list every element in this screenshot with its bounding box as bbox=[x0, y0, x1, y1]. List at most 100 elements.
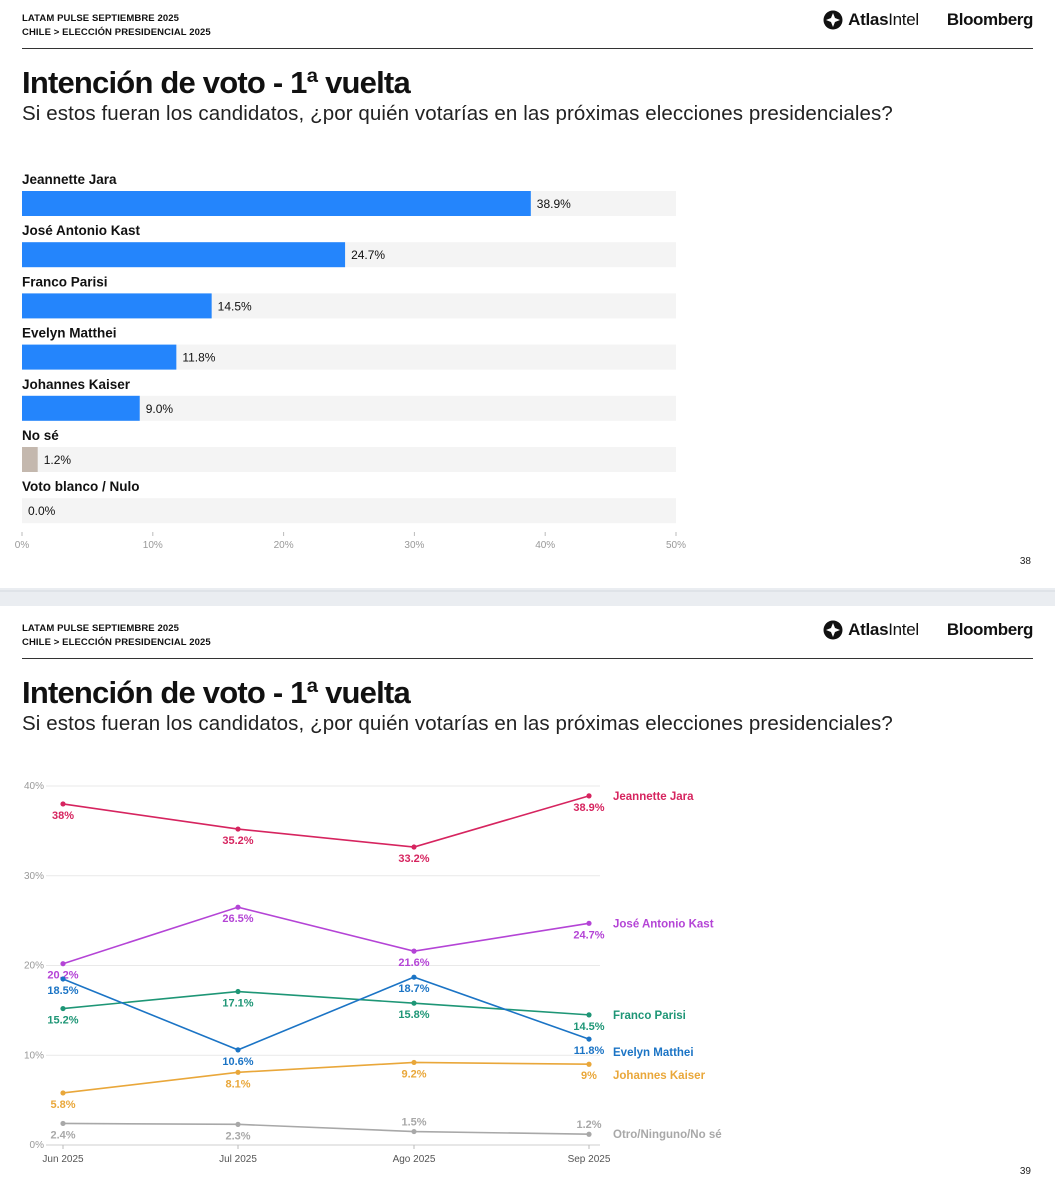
point-evelyn-matthei bbox=[586, 1036, 592, 1042]
point-evelyn-matthei bbox=[411, 974, 417, 980]
line-franco-parisi bbox=[62, 990, 590, 1016]
slide-39: LATAM PULSE SEPTIEMBRE 2025 CHILE > ELEC… bbox=[0, 606, 1055, 1200]
data-label-franco-parisi: 14.5% bbox=[573, 1021, 604, 1033]
point-jeannette-jara bbox=[235, 826, 241, 832]
point-jeannette-jara bbox=[60, 801, 66, 807]
legend-jeannette-jara: Jeannette Jara bbox=[613, 791, 694, 803]
point-johannes-kaiser bbox=[586, 1061, 592, 1067]
intel-word: Intel bbox=[888, 10, 919, 29]
report-name: LATAM PULSE SEPTIEMBRE 2025 bbox=[22, 13, 180, 24]
bar-track-no-se bbox=[22, 447, 676, 472]
legend-franco-parisi: Franco Parisi bbox=[613, 1010, 686, 1022]
line-johannes-kaiser bbox=[62, 1061, 590, 1094]
bar-value-jose-antonio-kast: 24.7% bbox=[351, 248, 385, 262]
header-rule bbox=[22, 48, 1033, 49]
report-breadcrumb: CHILE > ELECCIÓN PRESIDENCIAL 2025 bbox=[22, 27, 211, 38]
point-evelyn-matthei bbox=[60, 976, 66, 982]
bar-value-johannes-kaiser: 9.0% bbox=[146, 402, 174, 416]
bar-franco-parisi bbox=[22, 293, 212, 319]
data-label-otro-ninguno-no-se: 1.5% bbox=[401, 1117, 426, 1129]
point-franco-parisi bbox=[586, 1012, 592, 1018]
bar-label-franco-parisi: Franco Parisi bbox=[22, 274, 108, 289]
x-tick-label: Sep 2025 bbox=[568, 1154, 611, 1165]
page-number: 38 bbox=[1019, 556, 1031, 567]
data-label-jose-antonio-kast: 26.5% bbox=[222, 913, 253, 925]
point-johannes-kaiser bbox=[411, 1059, 417, 1066]
data-label-johannes-kaiser: 9% bbox=[581, 1070, 597, 1082]
page-title: Intención de voto - 1ª vuelta bbox=[22, 65, 411, 100]
report-header: LATAM PULSE SEPTIEMBRE 2025 CHILE > ELEC… bbox=[22, 622, 211, 650]
bar-value-jeannette-jara: 38.9% bbox=[537, 197, 571, 211]
bloomberg-logo: Bloomberg bbox=[946, 620, 1034, 639]
x-tick-label: 50% bbox=[666, 540, 686, 551]
y-tick-label: 30% bbox=[24, 871, 44, 882]
x-tick-label: 20% bbox=[274, 540, 294, 551]
data-label-otro-ninguno-no-se: 2.4% bbox=[50, 1129, 75, 1141]
bar-jose-antonio-kast bbox=[22, 242, 346, 268]
bar-chart: Jeannette Jara 38.9% José Antonio Kast 24.7… bbox=[15, 172, 686, 551]
line-jose-antonio-kast bbox=[62, 906, 590, 965]
y-tick-label: 40% bbox=[24, 781, 44, 792]
legend-otro-ninguno-no-se: Otro/Ninguno/No sé bbox=[613, 1129, 722, 1141]
data-label-jose-antonio-kast: 24.7% bbox=[573, 929, 604, 941]
slide-separator bbox=[0, 588, 1055, 606]
bar-label-no-se: No sé bbox=[22, 428, 59, 443]
data-label-franco-parisi: 17.1% bbox=[222, 998, 253, 1010]
line-evelyn-matthei bbox=[62, 976, 590, 1051]
line-otro-ninguno-no-se bbox=[62, 1122, 590, 1136]
point-franco-parisi bbox=[60, 1005, 66, 1012]
page-subtitle: Si estos fueran los candidatos, ¿por qui… bbox=[22, 712, 893, 735]
legend-evelyn-matthei: Evelyn Matthei bbox=[613, 1047, 694, 1059]
intel-word: Intel bbox=[888, 620, 919, 639]
atlasintel-icon bbox=[823, 620, 843, 640]
bar-value-evelyn-matthei: 11.8% bbox=[182, 351, 215, 365]
point-jose-antonio-kast bbox=[235, 904, 241, 910]
point-otro-ninguno-no-se bbox=[235, 1121, 241, 1127]
atlas-word: Atlas bbox=[848, 620, 889, 639]
data-label-evelyn-matthei: 11.8% bbox=[574, 1045, 605, 1057]
header-rule bbox=[22, 658, 1033, 659]
point-jeannette-jara bbox=[586, 793, 592, 799]
bar-value-franco-parisi: 14.5% bbox=[218, 299, 252, 313]
point-jose-antonio-kast bbox=[60, 961, 66, 967]
data-label-johannes-kaiser: 8.1% bbox=[225, 1078, 250, 1090]
legend-johannes-kaiser: Johannes Kaiser bbox=[613, 1070, 706, 1082]
bar-label-voto-blanco-nulo: Voto blanco / Nulo bbox=[22, 479, 140, 494]
point-otro-ninguno-no-se bbox=[411, 1128, 417, 1135]
y-tick-label: 10% bbox=[24, 1050, 44, 1061]
bar-label-evelyn-matthei: Evelyn Matthei bbox=[22, 326, 117, 341]
data-label-johannes-kaiser: 9.2% bbox=[401, 1068, 426, 1080]
data-label-evelyn-matthei: 18.7% bbox=[398, 983, 429, 995]
data-label-jeannette-jara: 35.2% bbox=[222, 835, 253, 847]
data-label-jose-antonio-kast: 20.2% bbox=[47, 970, 78, 982]
point-evelyn-matthei bbox=[235, 1047, 241, 1053]
point-franco-parisi bbox=[235, 988, 241, 995]
point-franco-parisi bbox=[411, 1000, 417, 1006]
data-label-jeannette-jara: 38% bbox=[52, 810, 74, 822]
brand-logos: Atlas Intel Bloomberg bbox=[823, 620, 1033, 640]
data-label-jeannette-jara: 33.2% bbox=[398, 853, 429, 865]
line-chart: 0% 10% 20% 30% 40% Jun 2025 Jul 2025 Ago 2025 Se… bbox=[24, 781, 722, 1165]
data-label-otro-ninguno-no-se: 1.2% bbox=[576, 1119, 601, 1131]
data-label-jose-antonio-kast: 21.6% bbox=[398, 957, 429, 969]
report-header: LATAM PULSE SEPTIEMBRE 2025 CHILE > ELEC… bbox=[22, 12, 211, 40]
atlasintel-logo: Atlas Intel bbox=[823, 10, 919, 30]
point-otro-ninguno-no-se bbox=[60, 1120, 66, 1127]
data-label-evelyn-matthei: 18.5% bbox=[47, 985, 78, 997]
data-label-jeannette-jara: 38.9% bbox=[573, 802, 604, 814]
data-label-johannes-kaiser: 5.8% bbox=[50, 1099, 75, 1111]
atlas-word: Atlas bbox=[848, 10, 889, 29]
data-label-otro-ninguno-no-se: 2.3% bbox=[225, 1130, 250, 1142]
bloomberg-logo: Bloomberg bbox=[946, 10, 1034, 29]
data-label-franco-parisi: 15.2% bbox=[47, 1015, 78, 1027]
point-otro-ninguno-no-se bbox=[586, 1131, 592, 1137]
legend-jose-antonio-kast: José Antonio Kast bbox=[613, 918, 714, 930]
x-tick-label: Ago 2025 bbox=[393, 1154, 436, 1165]
brand-logos: Atlas Intel Bloomberg bbox=[823, 10, 1033, 30]
point-jeannette-jara bbox=[411, 844, 417, 850]
x-tick-label: 10% bbox=[143, 540, 163, 551]
x-tick-label: 30% bbox=[404, 540, 424, 551]
y-tick-label: 0% bbox=[30, 1140, 45, 1151]
line-jeannette-jara bbox=[62, 795, 590, 848]
page-number: 39 bbox=[1019, 1166, 1031, 1177]
